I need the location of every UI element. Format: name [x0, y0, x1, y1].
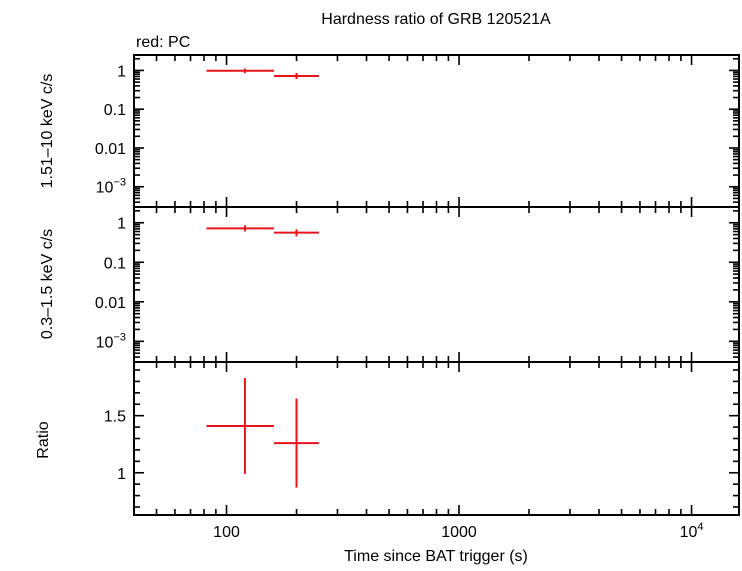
x-axis-label: Time since BAT trigger (s)	[344, 548, 528, 565]
data-point	[273, 229, 320, 237]
y-axis-label: 1.51–10 keV c/s	[39, 74, 56, 189]
data-point	[206, 68, 274, 74]
panel-hard: 1 0.1 0.01 10−3 1.51–10 keV c/s	[39, 54, 740, 208]
x-tick-label: 104	[680, 521, 704, 541]
y-tick-label: 1	[117, 216, 126, 233]
y-tick-label: 1.5	[104, 409, 126, 426]
x-tick-exponent: 4	[697, 521, 703, 533]
y-tick-label: 10−3	[96, 331, 126, 351]
panel-ratio: 1.5 1 Ratio	[35, 361, 740, 516]
x-tick-label: 100	[213, 524, 240, 541]
panel-soft: 1 0.1 0.01 10−3 0.3–1.5 keV c/s	[39, 206, 740, 363]
chart-subtitle: red: PC	[136, 34, 190, 51]
panels-group: 1 0.1 0.01 10−3 1.51–10 keV c/s 1 0.1 0.01 10−3 0…	[35, 54, 740, 541]
y-tick-label: 0.01	[95, 141, 126, 158]
chart-title: Hardness ratio of GRB 120521A	[321, 11, 551, 28]
y-tick-label: 0.01	[95, 295, 126, 312]
y-tick-label: 0.1	[104, 255, 126, 272]
y-tick-label: 10−3	[96, 177, 126, 197]
panel-frame	[133, 206, 740, 363]
y-axis-label: Ratio	[35, 421, 52, 458]
data-point	[273, 72, 320, 80]
panel-frame	[133, 361, 740, 516]
y-tick-label: 1	[117, 63, 126, 80]
y-tick-exponent: −3	[113, 177, 126, 189]
data-point	[206, 377, 274, 474]
y-axis-label: 0.3–1.5 keV c/s	[39, 229, 56, 339]
x-tick-label: 1000	[441, 524, 477, 541]
panel-frame	[133, 54, 740, 208]
y-tick-exponent: −3	[113, 331, 126, 343]
y-tick-label: 0.1	[104, 102, 126, 119]
y-tick-label: 1	[117, 466, 126, 483]
data-point	[273, 398, 320, 488]
data-point	[206, 225, 274, 232]
